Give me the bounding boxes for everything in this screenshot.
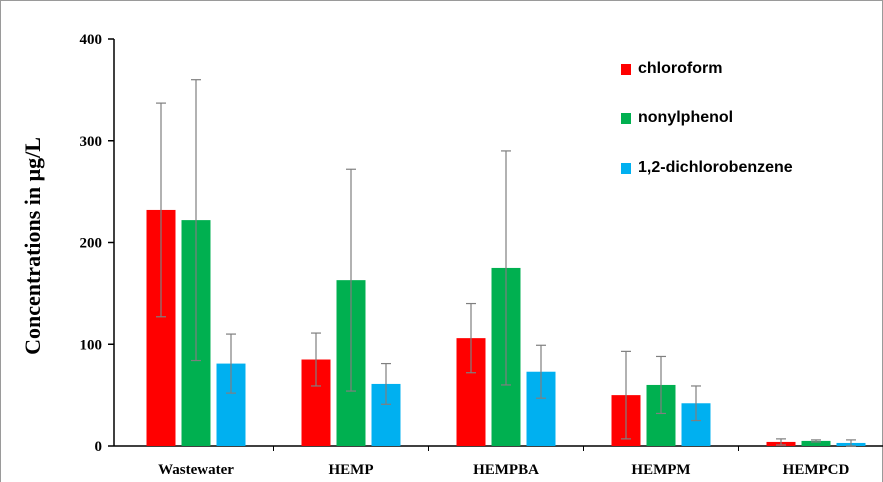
y-tick-label: 300: [80, 134, 103, 150]
error-bar: [691, 385, 701, 422]
y-tick-label: 200: [80, 236, 103, 252]
y-tick-label: 400: [80, 32, 103, 48]
error-bar: [381, 362, 391, 405]
error-bar: [466, 302, 476, 374]
error-bar: [846, 439, 856, 447]
x-tick-label: HEMP: [329, 462, 374, 478]
x-tick-label: Wastewater: [158, 462, 234, 478]
error-bar: [156, 102, 166, 318]
error-bar: [346, 168, 356, 392]
error-bar: [536, 344, 546, 399]
error-bar: [776, 438, 786, 446]
legend-swatch: [621, 163, 631, 174]
error-bar: [311, 332, 321, 387]
error-bar: [191, 79, 201, 362]
legend-item: 1,2-dichlorobenzene: [621, 159, 793, 176]
legend-swatch: [621, 64, 631, 75]
legend-label: chloroform: [638, 60, 722, 77]
y-tick-label: 100: [80, 337, 103, 353]
error-bar: [226, 333, 236, 394]
x-tick-label: HEMPBA: [473, 462, 539, 478]
y-axis-label: Concentrations in μg/L: [20, 137, 45, 355]
legend-swatch: [621, 113, 631, 124]
error-bar: [501, 150, 511, 386]
legend-item: nonylphenol: [621, 109, 733, 126]
error-bar: [656, 355, 666, 415]
error-bar: [621, 350, 631, 440]
error-bar: [811, 439, 821, 443]
y-tick-label: 0: [95, 439, 103, 455]
bar-nonylphenol: [801, 440, 831, 446]
x-tick-label: HEMPM: [631, 462, 690, 478]
legend-item: chloroform: [621, 60, 722, 77]
legend-label: nonylphenol: [638, 109, 733, 126]
legend-label: 1,2-dichlorobenzene: [638, 159, 793, 176]
x-tick-label: HEMPCD: [783, 462, 850, 478]
